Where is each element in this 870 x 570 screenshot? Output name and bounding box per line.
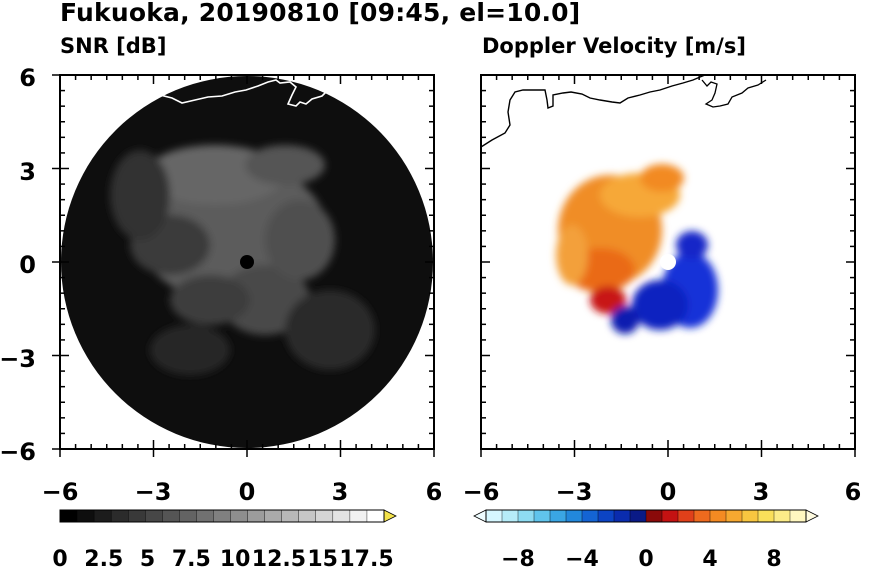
snr-y-tick-label: 6: [19, 64, 36, 92]
snr-colorbar-cell: [315, 509, 334, 523]
snr-panel-title: SNR [dB]: [60, 34, 167, 58]
doppler-colorbar-cell: [613, 509, 631, 523]
snr-y-tick-label: 0: [19, 251, 36, 279]
doppler-colorbar-tick-label: 0: [638, 547, 653, 570]
snr-colorbar: [59, 509, 397, 523]
doppler-x-tick-label: −6: [463, 478, 500, 506]
snr-echo-region: [110, 145, 375, 375]
doppler-radar-site: [660, 254, 676, 270]
snr-colorbar-cell: [196, 509, 214, 523]
doppler-colorbar-cell: [549, 509, 567, 523]
doppler-colorbar-cell: [485, 509, 503, 523]
snr-colorbar-tick-label: 0: [52, 547, 67, 570]
snr-coastline: [159, 79, 333, 107]
snr-colorbar-cell: [332, 509, 351, 523]
doppler-colorbar-cell: [581, 509, 599, 523]
doppler-tick-marks: [480, 74, 856, 457]
doppler-colorbar-cell: [661, 509, 679, 523]
snr-x-tick-labels: −6 −3 0 3 6: [42, 478, 443, 506]
snr-x-tick-label: 3: [332, 478, 349, 506]
doppler-panel-title: Doppler Velocity [m/s]: [482, 34, 746, 58]
doppler-colorbar-cell: [677, 509, 695, 523]
doppler-x-tick-label: −3: [556, 478, 593, 506]
doppler-colorbar-tick-label: 4: [702, 547, 717, 570]
doppler-coastline-island: [701, 79, 767, 108]
snr-colorbar-labels: 0 2.5 5 7.5 10 12.5 15 17.5: [52, 547, 393, 570]
doppler-coastline: [480, 74, 706, 148]
doppler-x-tick-label: 6: [845, 478, 862, 506]
snr-y-tick-label: 3: [19, 158, 36, 186]
snr-colorbar-tick-label: 17.5: [339, 547, 393, 570]
snr-colorbar-cell: [281, 509, 300, 523]
snr-colorbar-tick-label: 5: [140, 547, 155, 570]
doppler-x-tick-label: 3: [753, 478, 770, 506]
snr-colorbar-tick-label: 2.5: [84, 547, 123, 570]
doppler-colorbar-tick-label: −8: [501, 547, 535, 570]
doppler-colorbar-frame: [485, 509, 807, 523]
snr-colorbar-cell: [213, 509, 232, 523]
doppler-colorbar: [473, 509, 819, 523]
snr-y-tick-label: −6: [0, 438, 36, 466]
snr-tick-marks: [52, 74, 435, 457]
snr-y-tick-label: −3: [0, 345, 36, 373]
doppler-colorbar-cell: [645, 509, 663, 523]
doppler-colorbar-cell: [709, 509, 727, 523]
doppler-colorbar-cell: [501, 509, 519, 523]
snr-colorbar-tick-label: 7.5: [172, 547, 211, 570]
doppler-colorbar-cell: [789, 509, 807, 523]
snr-colorbar-cell: [366, 509, 385, 523]
snr-x-tick-label: −3: [135, 478, 172, 506]
snr-colorbar-cell: [349, 509, 368, 523]
doppler-colorbar-cell: [741, 509, 759, 523]
snr-colorbar-cell: [264, 509, 283, 523]
snr-x-tick-label: −6: [42, 478, 79, 506]
snr-panel: [52, 74, 435, 457]
figure-title: Fukuoka, 20190810 [09:45, el=10.0]: [60, 0, 581, 27]
doppler-colorbar-cell: [693, 509, 711, 523]
snr-colorbar-cell: [230, 509, 249, 523]
doppler-colorbar-cell: [517, 509, 535, 523]
radar-site-marker: [240, 255, 254, 269]
doppler-echo-region: [556, 164, 718, 334]
snr-colorbar-cell: [128, 509, 146, 523]
snr-colorbar-cell: [93, 509, 112, 523]
snr-colorbar-frame: [59, 509, 385, 523]
snr-colorbar-tick-label: 15: [307, 547, 338, 570]
snr-colorbar-extend-arrow: [383, 509, 397, 523]
snr-colorbar-cell: [247, 509, 266, 523]
snr-x-tick-label: 0: [239, 478, 256, 506]
snr-y-tick-labels: 6 3 0 −3 −6: [0, 64, 36, 466]
doppler-colorbar-cell: [757, 509, 775, 523]
doppler-colorbar-extend-max: [805, 509, 819, 523]
doppler-x-tick-labels: −6 −3 0 3 6: [463, 478, 862, 506]
snr-colorbar-tick-label: 10: [220, 547, 251, 570]
doppler-colorbar-tick-label: −4: [565, 547, 599, 570]
doppler-colorbar-cell: [629, 509, 647, 523]
snr-colorbar-cell: [76, 509, 95, 523]
doppler-colorbar-extend-min: [473, 509, 487, 523]
doppler-panel: [480, 74, 856, 457]
snr-colorbar-cell: [298, 509, 317, 523]
doppler-colorbar-cell: [597, 509, 615, 523]
snr-colorbar-cell: [59, 509, 78, 523]
snr-colorbar-cell: [145, 509, 163, 523]
doppler-colorbar-tick-label: 8: [766, 547, 781, 570]
snr-x-tick-label: 6: [426, 478, 443, 506]
snr-colorbar-cell: [162, 509, 180, 523]
doppler-colorbar-cell: [565, 509, 583, 523]
snr-colorbar-cell: [110, 509, 129, 523]
snr-colorbar-tick-label: 12.5: [252, 547, 306, 570]
doppler-colorbar-cell: [533, 509, 551, 523]
snr-colorbar-cell: [179, 509, 197, 523]
doppler-colorbar-cell: [773, 509, 791, 523]
doppler-colorbar-labels: −8 −4 0 4 8: [501, 547, 782, 570]
doppler-x-tick-label: 0: [660, 478, 677, 506]
doppler-colorbar-cell: [725, 509, 743, 523]
